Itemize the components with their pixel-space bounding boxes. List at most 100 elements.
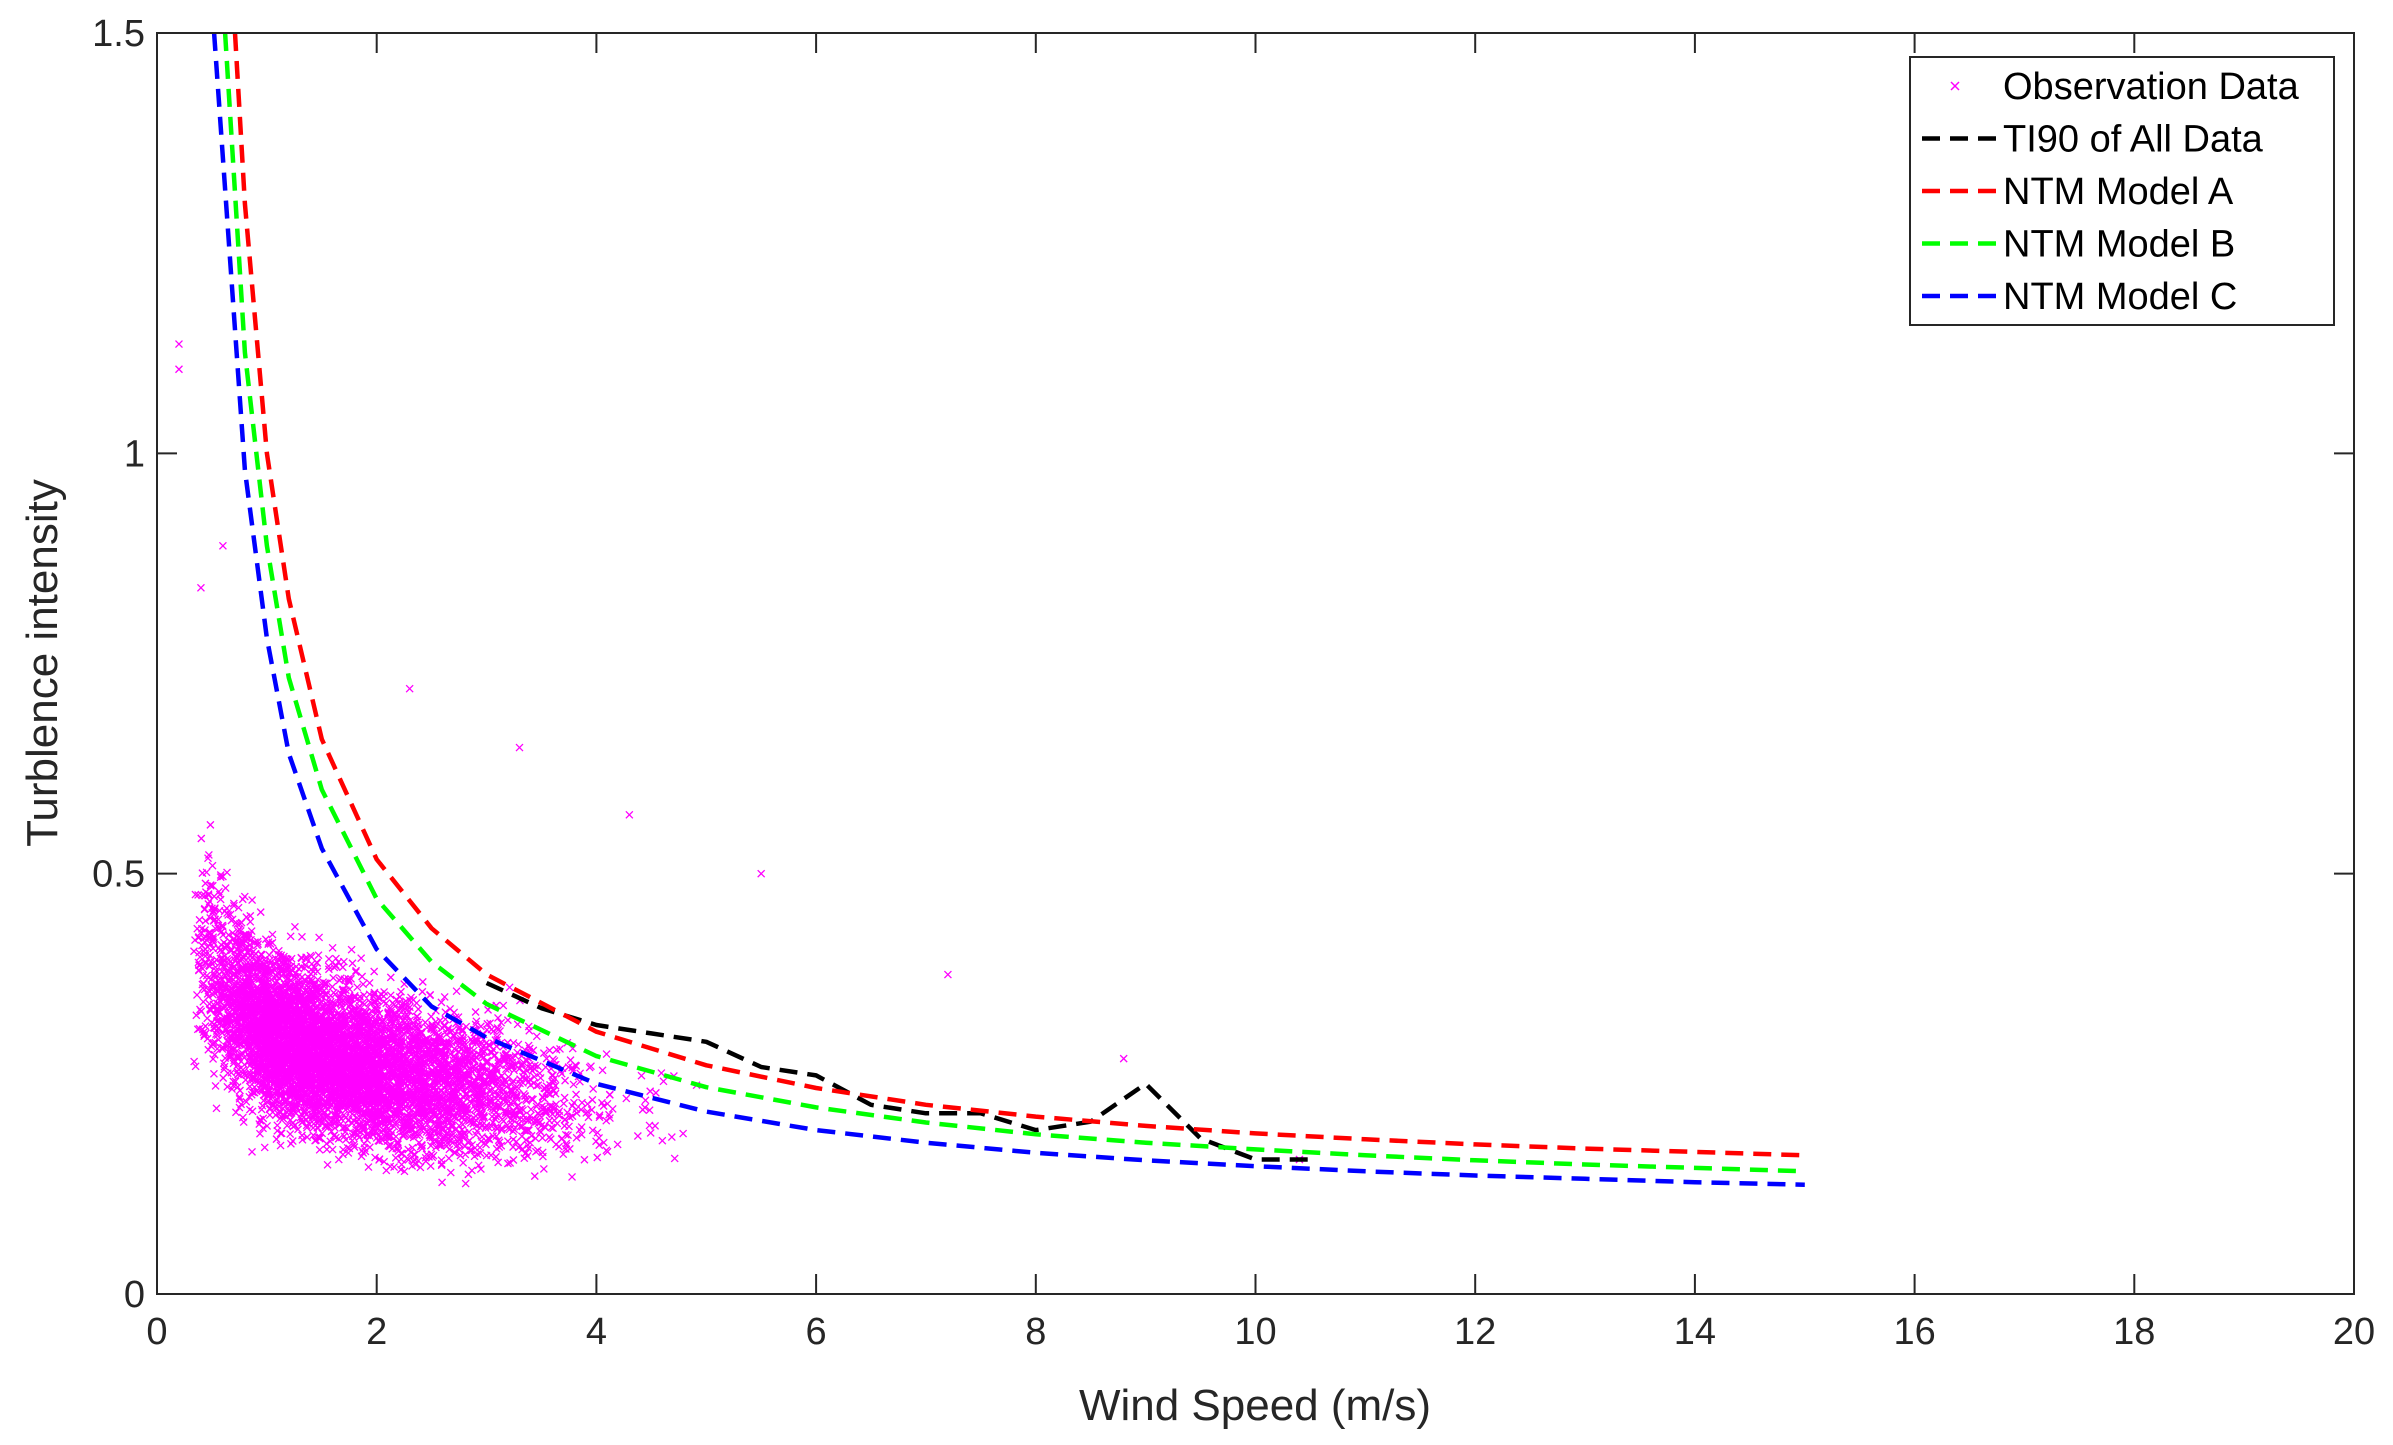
scatter-point — [446, 1168, 455, 1177]
scatter-point — [194, 890, 203, 899]
scatter-point — [473, 1073, 482, 1082]
scatter-point — [526, 1075, 535, 1084]
scatter-point — [233, 1046, 242, 1055]
scatter-point — [329, 973, 338, 982]
scatter-point — [201, 916, 210, 925]
scatter-point — [438, 1178, 447, 1187]
scatter-point — [633, 1132, 642, 1140]
scatter-point — [406, 1132, 414, 1141]
scatter-point — [260, 971, 269, 980]
scatter-point — [289, 1118, 298, 1127]
scatter-point — [237, 948, 246, 957]
scatter-point — [465, 1127, 474, 1136]
scatter-point — [418, 1144, 427, 1153]
scatter-point — [256, 1115, 265, 1124]
scatter-point — [426, 1141, 435, 1150]
scatter-point — [386, 1162, 395, 1171]
scatter-point — [235, 1040, 244, 1049]
scatter-point — [209, 1023, 218, 1032]
scatter-point — [472, 1039, 480, 1048]
scatter-point — [413, 1131, 422, 1140]
scatter-point — [542, 1082, 551, 1091]
scatter-point — [235, 973, 244, 982]
scatter-point — [276, 1114, 285, 1123]
scatter-point — [371, 1153, 380, 1162]
scatter-point — [587, 1105, 596, 1114]
scatter-point — [257, 1079, 266, 1088]
scatter-point — [399, 1006, 408, 1015]
scatter-point — [235, 1092, 244, 1101]
scatter-point — [212, 1104, 221, 1113]
scatter-point — [324, 954, 333, 963]
scatter-point — [190, 947, 198, 956]
scatter-point — [314, 1124, 323, 1133]
scatter-point — [380, 1157, 389, 1166]
scatter-point — [446, 1136, 455, 1145]
scatter-point — [503, 1159, 512, 1168]
scatter-point — [315, 1134, 324, 1143]
scatter-point — [483, 1056, 492, 1065]
scatter-point — [499, 1001, 508, 1010]
scatter-point — [465, 1080, 474, 1089]
scatter-point — [509, 1076, 518, 1085]
scatter-point — [495, 1138, 504, 1147]
scatter-point — [304, 973, 313, 982]
scatter-point — [603, 1099, 612, 1108]
scatter-point — [484, 1134, 493, 1143]
scatter-point — [476, 1165, 485, 1174]
scatter-point — [373, 1128, 382, 1137]
scatter-point — [372, 1019, 381, 1028]
scatter-point — [328, 943, 337, 952]
scatter-point — [496, 1061, 504, 1070]
scatter-point — [444, 1089, 453, 1098]
scatter-point — [388, 1035, 397, 1044]
scatter-point — [572, 1133, 581, 1142]
scatter-point — [670, 1154, 679, 1163]
scatter-point — [298, 932, 306, 941]
scatter-point — [408, 1143, 417, 1152]
scatter-point — [199, 997, 208, 1006]
scatter-point — [216, 873, 225, 882]
scatter-point — [265, 956, 274, 965]
scatter-point — [366, 998, 375, 1007]
scatter-point — [433, 1120, 442, 1129]
scatter-point — [501, 1107, 510, 1116]
scatter-point — [344, 977, 353, 986]
scatter-point — [237, 1100, 246, 1109]
scatter-point — [207, 975, 216, 984]
scatter-point — [556, 1044, 564, 1053]
scatter-point — [417, 1029, 426, 1038]
scatter-point — [338, 963, 347, 972]
scatter-point — [248, 1147, 256, 1156]
scatter-point — [340, 1132, 349, 1141]
scatter-point — [522, 1148, 530, 1157]
scatter-point — [258, 1101, 267, 1110]
scatter-point — [386, 1018, 395, 1027]
scatter-point — [465, 1056, 474, 1065]
scatter-point — [359, 980, 368, 989]
scatter-point — [216, 954, 225, 963]
scatter-point — [492, 1132, 501, 1141]
scatter-point — [375, 1155, 384, 1164]
scatter-point — [523, 1056, 532, 1065]
scatter-point — [208, 881, 217, 890]
scatter-point — [457, 1132, 466, 1141]
scatter-point — [386, 1140, 395, 1149]
scatter-point — [532, 1032, 541, 1041]
scatter-point — [248, 1107, 257, 1116]
scatter-point — [498, 1115, 507, 1124]
scatter-point — [478, 1092, 487, 1101]
scatter-point — [521, 1126, 530, 1135]
scatter-point — [440, 992, 449, 1001]
scatter-point — [347, 1000, 356, 1009]
scatter-point — [237, 937, 246, 946]
scatter-point — [260, 1143, 269, 1152]
scatter-point — [646, 1087, 655, 1096]
scatter-point — [384, 1008, 393, 1017]
scatter-point — [203, 1014, 212, 1023]
scatter-point — [374, 994, 383, 1002]
scatter-point — [622, 1094, 631, 1103]
scatter-point — [460, 1110, 468, 1119]
scatter-point — [252, 1021, 261, 1030]
scatter-point — [229, 899, 238, 908]
